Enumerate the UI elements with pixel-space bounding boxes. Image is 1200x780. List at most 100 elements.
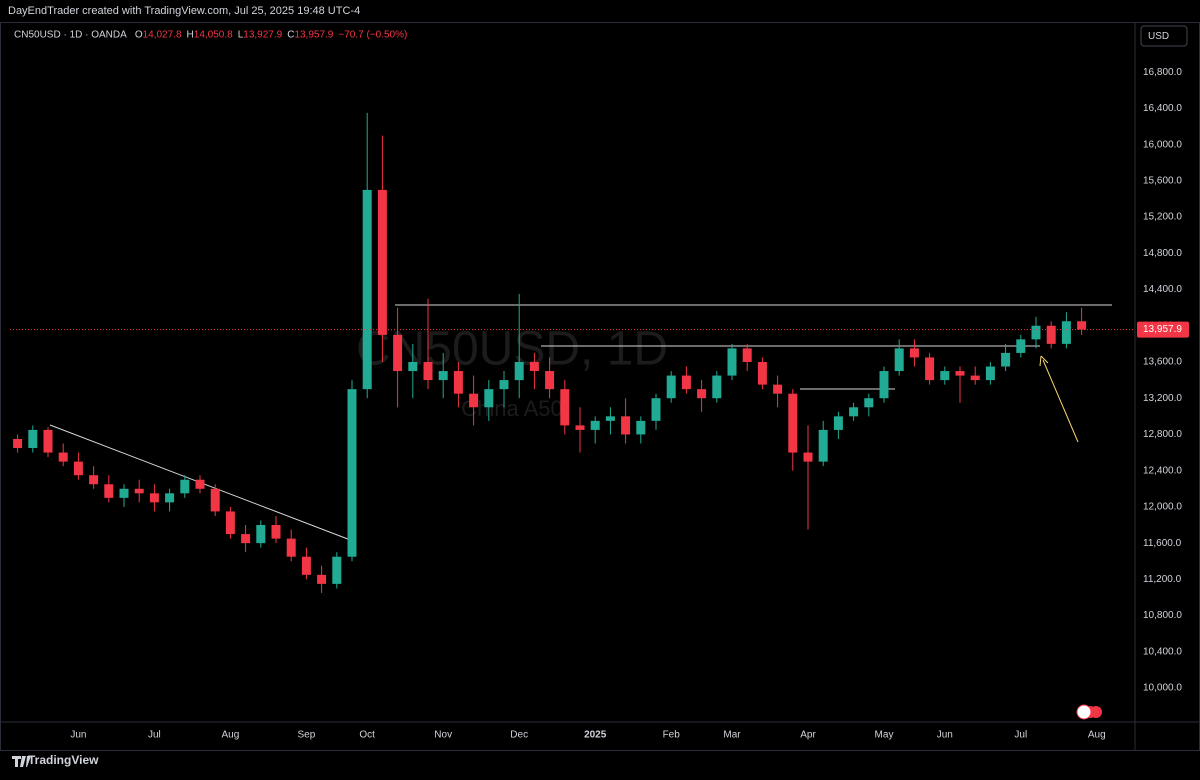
currency-button[interactable] [1140,25,1188,47]
candle-body [560,389,570,426]
candle-body [666,375,676,399]
events-icon [1076,704,1102,720]
ohlc-value: 14,050.8 [194,30,233,41]
candle-body [970,375,980,381]
candle-body [332,556,342,584]
candle-body [256,525,266,544]
y-tick-label: 10,400.0 [1143,646,1182,657]
candle-body [621,416,631,435]
candle-body [225,511,235,535]
candle-body [818,429,828,462]
candle-body [89,475,99,485]
candle-body [575,425,585,430]
ohlc-value: 13,927.9 [243,30,282,41]
ohlc-value: 13,957.9 [294,30,333,41]
x-tick-label: Nov [434,730,452,741]
logo [12,756,31,767]
candle-body [1001,352,1011,367]
x-tick-label: Jul [1014,730,1027,741]
x-tick-label: Jul [148,730,161,741]
candle-body [301,556,311,575]
last-price-label: 13,957.9 [1143,324,1182,335]
y-tick-label: 11,600.0 [1143,538,1182,549]
candle-body [438,371,448,381]
x-tick-label: Oct [359,730,375,741]
x-tick-label: Jun [70,730,86,741]
candle-body [484,389,494,408]
candle-body [469,393,479,408]
ohlc-key: H [187,30,194,41]
arrow [1042,359,1079,443]
candle-body [833,416,843,430]
arrow-head [1039,355,1049,367]
x-tick-label: 2025 [584,730,607,741]
ohlc-value: 14,027.8 [143,30,182,41]
candle-body [651,398,661,421]
candle-body [286,538,296,557]
symbol: CN50USD · 1D · OANDA [14,30,127,41]
candle-body [13,438,23,449]
candle-body [73,461,83,476]
y-tick-label: 16,800.0 [1143,67,1182,78]
x-tick-label: Sep [298,730,316,741]
drawings [49,304,1112,542]
candle-body [545,371,555,390]
y-tick-label: 16,000.0 [1143,139,1182,150]
candle-body [514,361,524,381]
ohlc-key: L [238,30,244,41]
candle-body [1031,325,1041,340]
candle-body [788,393,798,453]
x-tick-label: Dec [510,730,528,741]
candle-body [241,534,251,544]
y-tick-label: 15,600.0 [1143,175,1182,186]
candle-body [1046,325,1056,344]
candle-body [773,384,783,394]
watermark-name: China A50 [461,396,563,421]
candle-body [119,488,129,498]
candle-body [529,361,539,372]
y-tick-label: 11,200.0 [1143,574,1182,585]
candle-body [499,380,509,390]
event-flag [1076,704,1092,720]
watermark-symbol: CN50USD, 1D [356,323,668,376]
candle-body [925,357,935,381]
candle-body [210,488,220,512]
y-tick-label: 15,200.0 [1143,212,1182,223]
y-tick-label: 13,600.0 [1143,357,1182,368]
x-tick-label: Apr [800,730,816,741]
candle-body [803,452,813,462]
candle-body [423,361,433,381]
candle-body [955,371,965,376]
last-price-box [1137,321,1189,338]
candle-body [28,429,38,449]
candle-body [727,348,737,376]
plot: 10,000.0 10,400.0 10,800.0 11,200.0 11,600.0… [10,67,1189,741]
candle-body [697,389,707,399]
candle-body [757,361,767,385]
candle-body [58,452,68,462]
candle-body [1077,321,1087,330]
x-tick-label: Jun [937,730,953,741]
x-tick-label: Mar [723,730,741,741]
candle-body [849,407,859,417]
ohlc-key: C [287,30,294,41]
candle-body [909,348,919,358]
x-tick-label: May [875,730,894,741]
candle-body [590,420,600,430]
ohlc-key: O [135,30,143,41]
y-tick-label: 10,800.0 [1143,610,1182,621]
candle-body [636,420,646,435]
candle-body [712,375,722,399]
candle-body [377,189,387,335]
y-tick-label: 10,000.0 [1143,683,1182,694]
candle-body [43,429,53,453]
candle-body [104,484,114,498]
candle-body [985,366,995,381]
y-tick-label: 14,800.0 [1143,248,1182,259]
candle-body [393,334,403,372]
credit: DayEndTrader created with TradingView.co… [8,5,360,17]
candle-body [894,348,904,372]
candle-body [362,189,372,390]
candle-body [864,398,874,408]
